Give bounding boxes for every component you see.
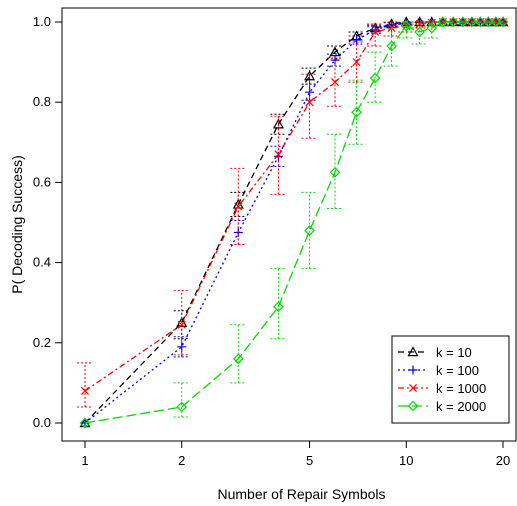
legend-label: k = 10 [436,345,472,360]
data-point [497,16,509,28]
y-tick-label: 0.6 [33,174,51,189]
error-bar [230,167,247,246]
error-bar [270,268,287,340]
data-point [371,28,380,37]
x-tick-label: 20 [496,453,510,468]
data-point [369,72,381,84]
error-bar [367,51,384,103]
legend-entry: k = 2000 [398,399,486,414]
data-point [474,16,486,28]
data-point [457,16,469,28]
error-bar [383,21,400,37]
error-bar [270,115,287,195]
y-tick-label: 1.0 [33,14,51,29]
plot-border [61,7,517,442]
x-axis-label: Number of Repair Symbols [217,486,385,502]
y-tick-label: 0.2 [33,335,51,350]
data-point [304,225,315,236]
axis-ticks: 1 2 5 10 20 0.0 0.2 0.4 0.6 0.8 1.0 [33,14,510,468]
data-point [490,16,502,28]
error-bar [348,79,365,145]
error-bar [367,23,384,47]
error-bar [383,27,400,67]
legend-label: k = 1000 [436,381,486,396]
data-point [305,98,314,107]
error-bar [173,290,190,356]
data-point [274,150,283,159]
error-bar [423,21,440,39]
legend-marker [408,383,418,393]
data-point [414,26,425,38]
data-point [304,70,316,81]
legend-marker [407,400,419,412]
data-point [80,386,90,395]
series-line [84,21,503,424]
plot-frame [61,7,517,442]
data-point [352,35,362,45]
data-point [437,16,449,28]
error-bar [173,336,190,358]
y-axis-label: P( Decoding Success) [9,155,25,294]
error-bar [301,191,318,270]
legend-marker [408,365,418,375]
data-point [330,78,340,87]
data-point [447,16,459,28]
data-point [386,40,397,52]
x-tick-label: 1 [81,453,88,468]
legend-entry: k = 1000 [398,381,486,396]
x-tick-label: 5 [306,453,313,468]
data-point [426,22,438,34]
data-point [234,202,243,211]
data-point [79,417,91,429]
data-point [232,353,244,365]
error-bar [301,73,318,139]
series-4 [79,16,509,429]
y-tick-label: 0.4 [33,255,51,270]
data-series [77,16,509,429]
data-point [176,401,188,413]
error-bar [77,362,93,408]
data-point [330,55,340,65]
data-point [329,167,341,178]
data-point [351,106,362,118]
legend-label: k = 100 [436,363,479,378]
x-tick-label: 2 [178,453,185,468]
data-point [177,320,186,329]
legend: k = 10 k = 100 k = 1000 k = 2000 [391,335,510,424]
data-point [272,118,284,129]
y-tick-label: 0.8 [33,94,51,109]
data-point [352,58,361,67]
x-tick-label: 10 [399,453,413,468]
data-point [400,20,412,32]
data-point [482,16,494,28]
data-point [273,301,284,313]
y-tick-label: 0.0 [33,415,51,430]
data-point [466,16,478,28]
legend-label: k = 2000 [436,399,486,414]
legend-marker [407,346,419,357]
legend-entry: k = 100 [398,363,479,378]
legend-entry: k = 10 [398,345,472,360]
